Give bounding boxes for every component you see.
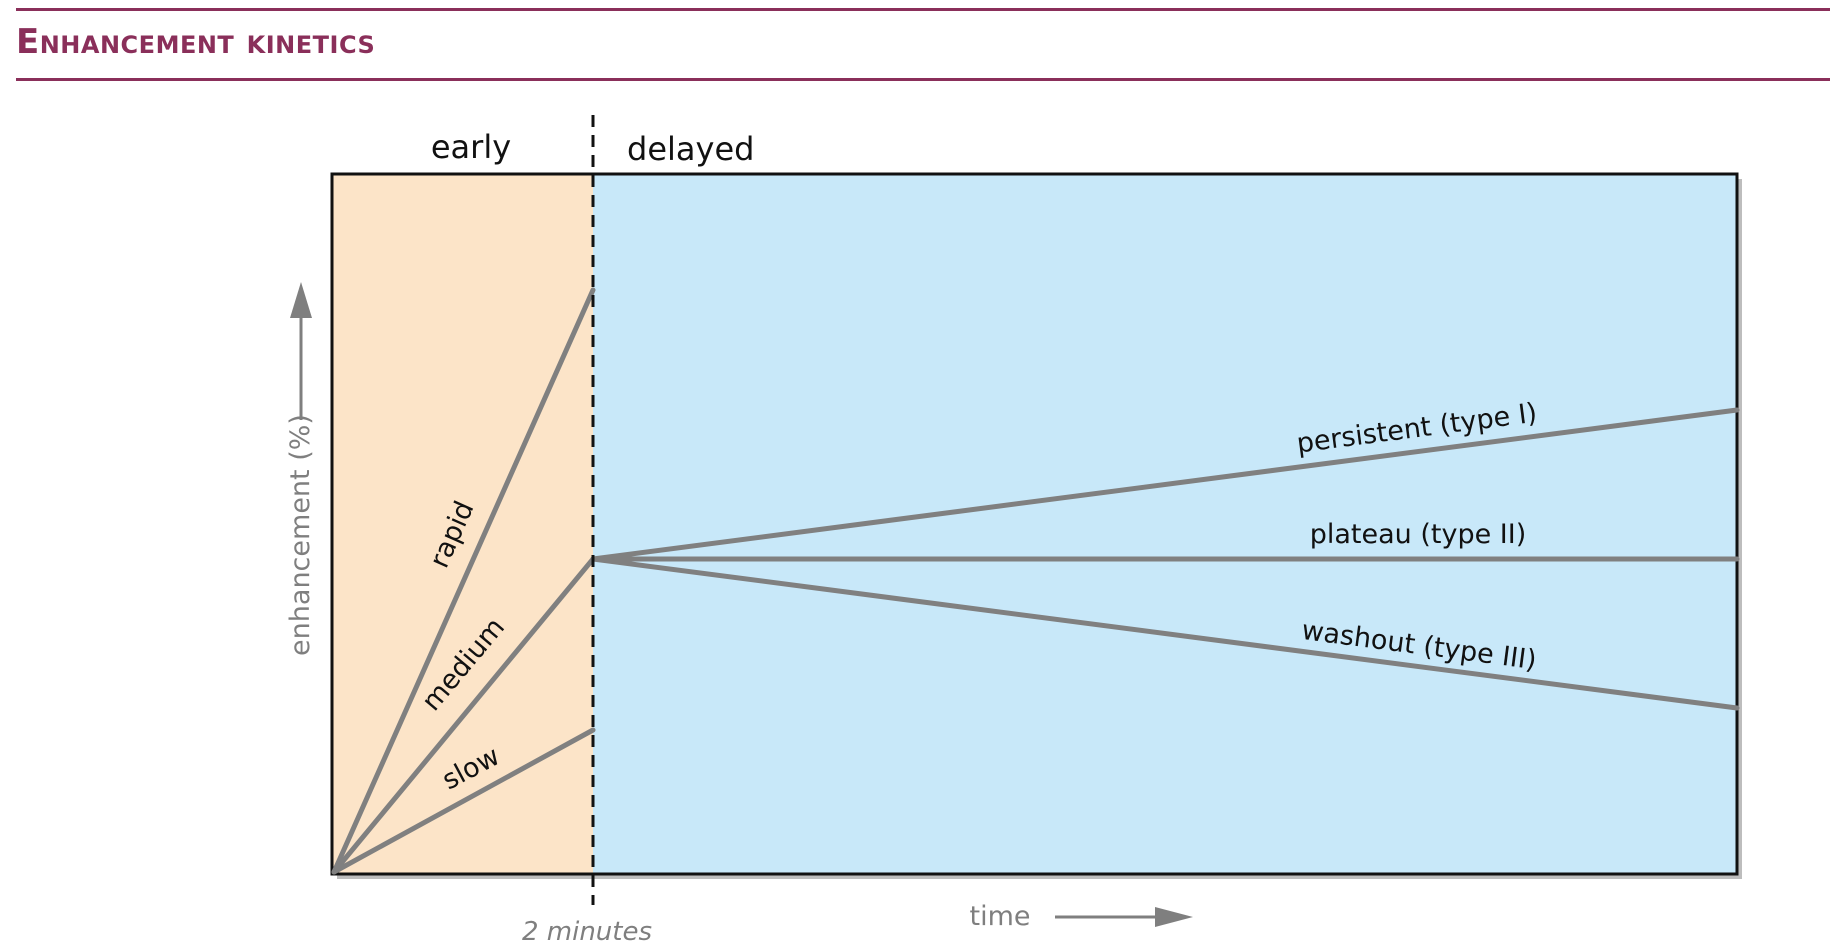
delayed-phase-region (593, 174, 1737, 874)
slow-curve (331, 727, 596, 875)
medium-curve (331, 556, 596, 875)
y-axis-arrow-icon (290, 282, 312, 420)
header: Enhancement kinetics (16, 0, 1830, 84)
early-phase-label: early (431, 128, 511, 166)
page-title: Enhancement kinetics (16, 22, 376, 62)
chart-frame (330, 172, 1739, 876)
washout-curve (590, 556, 1740, 711)
header-top-rule (16, 8, 1830, 11)
x-axis-arrow-icon (1055, 907, 1193, 927)
early-phase-region (332, 174, 593, 874)
persistent-curve (590, 407, 1740, 562)
y-axis-label: enhancement (%) (285, 414, 316, 656)
delayed-phase-label: delayed (627, 130, 754, 168)
header-bottom-rule (16, 78, 1830, 81)
plateau-label: plateau (type II) (1310, 519, 1527, 550)
x-axis-label: time (969, 901, 1030, 932)
rapid-curve (331, 287, 596, 875)
two-minute-label: 2 minutes (522, 917, 652, 944)
